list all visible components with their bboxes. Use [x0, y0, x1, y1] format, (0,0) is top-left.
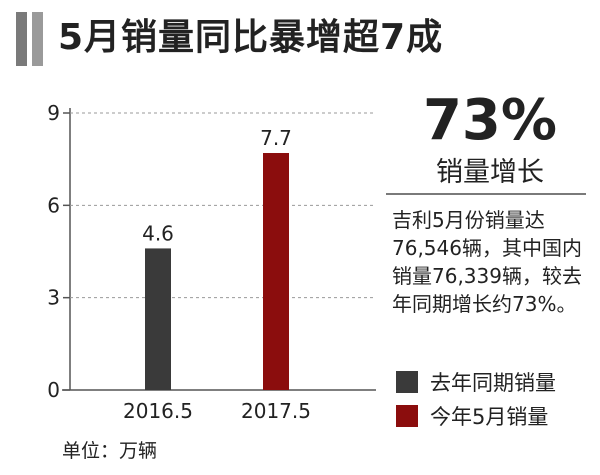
- page-title: 5月销量同比暴增超7成: [58, 17, 444, 58]
- gridlines: [70, 112, 376, 299]
- growth-label: 销量增长: [436, 157, 544, 188]
- category-label: 2017.5: [241, 399, 311, 423]
- category-labels: 2016.5 2017.5: [123, 399, 311, 423]
- data-labels: 4.6 7.7: [142, 126, 292, 245]
- legend-item-this-year: 今年5月销量: [396, 402, 548, 430]
- bar: [145, 248, 171, 390]
- header-accent-bar-2: [32, 12, 43, 66]
- y-tick-labels: 0 3 6 9: [47, 101, 70, 402]
- growth-percentage: 73%: [422, 88, 558, 153]
- legend-swatch-last-year: [396, 371, 418, 393]
- y-tick-label: 3: [47, 286, 60, 310]
- data-label: 4.6: [142, 221, 174, 245]
- bar: [263, 153, 289, 390]
- description-text: 吉利5月份销量达76,546辆，其中国内销量76,339辆，较去年同期增长约73…: [392, 208, 582, 316]
- legend-swatch-this-year: [396, 405, 418, 427]
- legend-label-last-year: 去年同期销量: [430, 371, 556, 395]
- bars: [145, 153, 289, 390]
- y-tick-label: 9: [47, 101, 60, 125]
- unit-label: 单位：万辆: [62, 440, 158, 462]
- data-label: 7.7: [260, 126, 292, 150]
- y-tick-label: 0: [47, 378, 60, 402]
- legend-label-this-year: 今年5月销量: [430, 405, 549, 429]
- y-tick-label: 6: [47, 193, 60, 217]
- category-label: 2016.5: [123, 399, 193, 423]
- divider: [386, 193, 586, 195]
- legend-item-last-year: 去年同期销量: [396, 368, 556, 396]
- header-accent-bar: [16, 12, 27, 66]
